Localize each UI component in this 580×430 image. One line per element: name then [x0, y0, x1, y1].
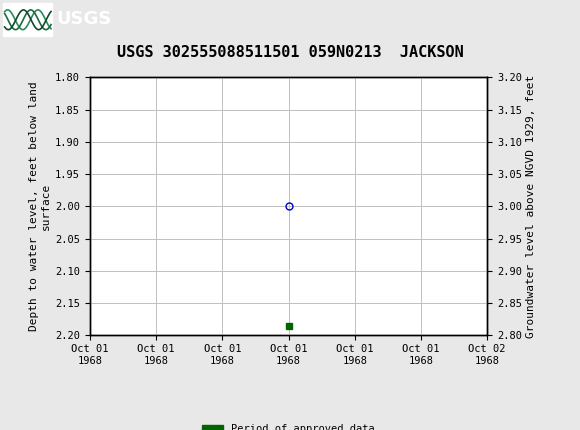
- Text: USGS: USGS: [56, 10, 111, 28]
- Text: USGS 302555088511501 059N0213  JACKSON: USGS 302555088511501 059N0213 JACKSON: [117, 45, 463, 60]
- FancyBboxPatch shape: [3, 3, 52, 37]
- Y-axis label: Groundwater level above NGVD 1929, feet: Groundwater level above NGVD 1929, feet: [526, 75, 536, 338]
- Legend: Period of approved data: Period of approved data: [198, 420, 379, 430]
- Y-axis label: Depth to water level, feet below land
surface: Depth to water level, feet below land su…: [30, 82, 51, 331]
